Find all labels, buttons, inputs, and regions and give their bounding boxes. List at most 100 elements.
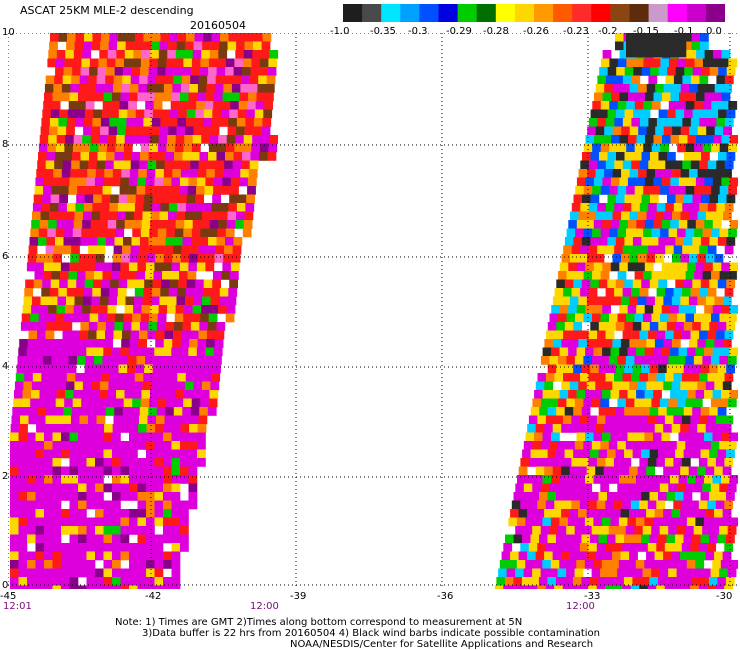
swath-cell <box>564 237 574 246</box>
legend-label: -0.28 <box>483 26 509 37</box>
swath-cell <box>246 194 255 204</box>
swath-cell <box>716 75 726 85</box>
swath-cell <box>146 526 155 535</box>
swath-cell <box>152 364 162 374</box>
swath-cell <box>123 143 133 153</box>
swath-cell <box>729 177 738 187</box>
swath-cell <box>710 441 720 450</box>
swath-cell <box>665 160 675 170</box>
swath-cell <box>587 254 596 263</box>
swath-cell <box>619 92 629 102</box>
swath-cell <box>676 483 686 493</box>
swath-cell <box>612 551 621 561</box>
swath-cell <box>178 194 187 204</box>
swath-cell <box>573 279 583 289</box>
swath-cell <box>569 339 579 348</box>
swath-cell <box>673 373 683 382</box>
swath-cell <box>665 373 674 382</box>
swath-cell <box>595 509 604 518</box>
swath-cell <box>27 526 36 535</box>
swath-cell <box>137 347 147 357</box>
swath-cell <box>163 551 172 561</box>
swath-cell <box>113 330 123 340</box>
swath-cell <box>86 483 96 493</box>
swath-cell <box>583 271 593 280</box>
swath-cell <box>200 313 209 323</box>
swath-cell <box>693 398 703 408</box>
swath-cell <box>10 432 19 442</box>
swath-cell <box>52 262 62 272</box>
swath-cell <box>61 449 70 459</box>
swath-cell <box>101 33 110 42</box>
swath-cell <box>112 441 121 450</box>
swath-cell <box>189 169 199 178</box>
swath-cell <box>117 118 127 127</box>
swath-cell <box>179 101 188 110</box>
swath-cell <box>98 58 108 68</box>
swath-cell <box>603 509 613 518</box>
swath-cell <box>186 109 196 119</box>
swath-cell <box>94 271 103 280</box>
swath-cell <box>69 441 79 450</box>
swath-cell <box>663 296 673 306</box>
swath-cell <box>655 169 664 178</box>
swath-cell <box>262 33 272 42</box>
swath-cell <box>697 509 706 518</box>
swath-cell <box>65 50 75 59</box>
swath-cell <box>522 492 531 501</box>
swath-cell <box>10 441 19 450</box>
swath-cell <box>579 458 589 467</box>
swath-cell <box>255 101 265 110</box>
swath-cell <box>165 152 175 161</box>
swath-cell <box>707 415 717 425</box>
swath-cell <box>707 543 717 552</box>
swath-cell <box>39 220 49 229</box>
swath-cell <box>139 322 149 331</box>
swath-cell <box>197 432 206 442</box>
swath-cell <box>719 143 729 153</box>
swath-cell <box>668 356 678 365</box>
swath-cell <box>231 92 240 102</box>
swath-cell <box>525 560 535 569</box>
swath-cell <box>212 364 221 374</box>
swath-cell <box>712 177 722 187</box>
swath-cell <box>633 152 642 161</box>
swath-cell <box>695 262 705 272</box>
swath-cell <box>95 169 105 178</box>
swath-cell <box>38 152 47 161</box>
swath-cell <box>79 415 89 425</box>
swath-cell <box>571 415 581 425</box>
swath-cell <box>86 432 96 442</box>
swath-cell <box>233 237 243 246</box>
swath-cell <box>10 475 19 484</box>
swath-cell <box>653 305 662 314</box>
swath-cell <box>676 356 686 365</box>
swath-cell <box>530 449 540 459</box>
swath-cell <box>120 475 130 484</box>
swath-cell <box>702 186 712 195</box>
swath-cell <box>554 500 564 510</box>
swath-cell <box>724 585 733 589</box>
swath-cell <box>213 347 223 357</box>
swath-cell <box>540 398 550 408</box>
time-label-left: 12:01 <box>3 601 32 612</box>
swath-cell <box>557 568 567 578</box>
swath-cell <box>685 356 695 365</box>
swath-cell <box>44 500 53 510</box>
swath-cell <box>644 517 654 527</box>
swath-cell <box>182 67 192 76</box>
swath-cell <box>184 305 193 314</box>
legend-swatch <box>667 4 688 22</box>
swath-cell <box>13 398 22 408</box>
swath-cell <box>186 279 196 289</box>
swath-cell <box>66 41 75 51</box>
swath-cell <box>120 577 130 586</box>
swath-cell <box>201 50 211 59</box>
swath-cell <box>637 466 647 476</box>
swath-cell <box>112 551 121 561</box>
swath-cell <box>155 84 165 93</box>
swath-cell <box>652 560 662 569</box>
swath-cell <box>211 203 221 212</box>
swath-cell <box>69 483 79 493</box>
swath-cell <box>634 313 644 323</box>
